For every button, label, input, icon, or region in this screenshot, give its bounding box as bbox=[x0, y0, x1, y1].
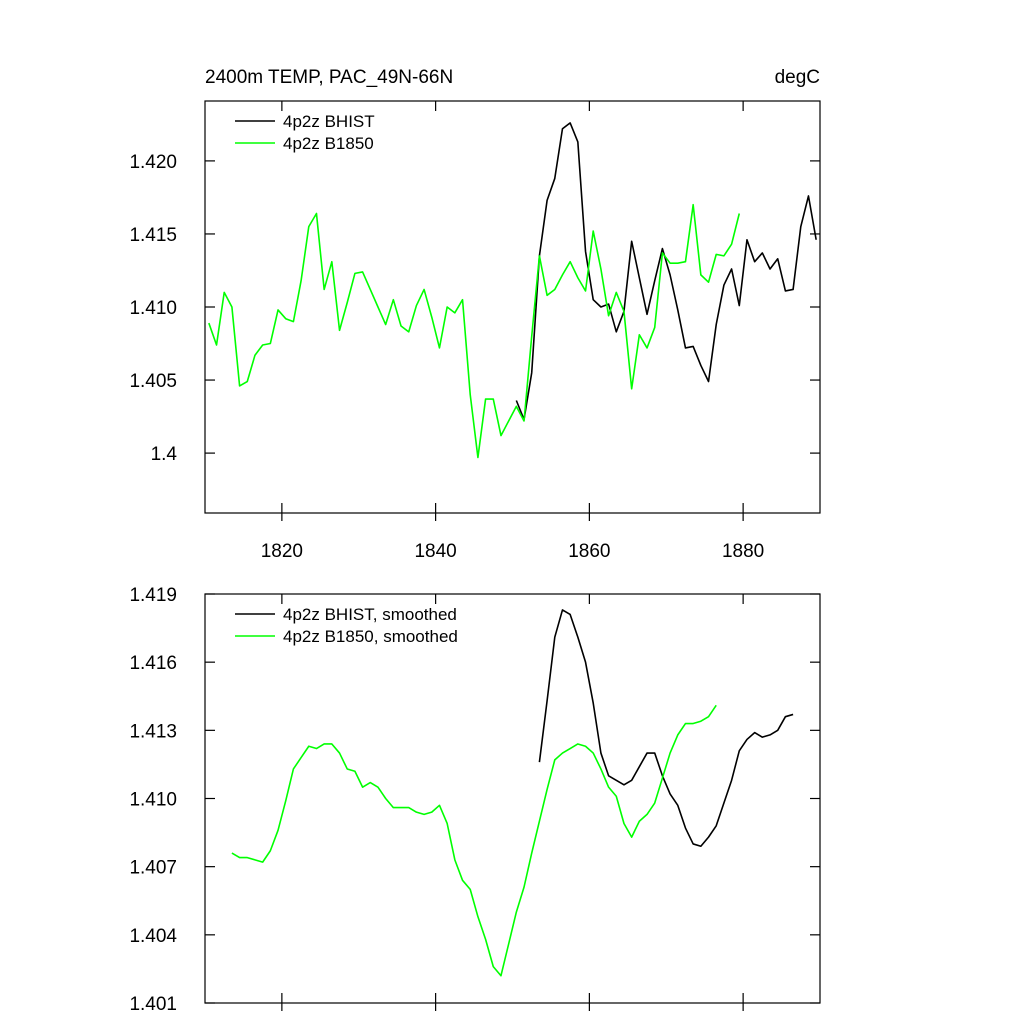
y-tick-label: 1.420 bbox=[129, 152, 177, 173]
y-tick-label: 1.415 bbox=[129, 225, 177, 246]
x-tick-label: 1840 bbox=[414, 541, 456, 562]
legend-label: 4p2z BHIST, smoothed bbox=[283, 605, 457, 624]
y-tick-label: 1.419 bbox=[129, 585, 177, 606]
y-tick-label: 1.413 bbox=[129, 721, 177, 742]
legend-label: 4p2z B1850 bbox=[283, 134, 374, 153]
plot-frame bbox=[204, 593, 821, 1004]
x-tick-label: 1860 bbox=[568, 541, 610, 562]
legend-label: 4p2z BHIST bbox=[283, 112, 375, 131]
x-tick-label: 1880 bbox=[722, 541, 764, 562]
y-tick-label: 1.405 bbox=[129, 371, 177, 392]
series-line bbox=[538, 609, 794, 848]
x-tick-label: 1820 bbox=[261, 541, 303, 562]
y-tick-label: 1.404 bbox=[129, 926, 177, 947]
series-line bbox=[515, 122, 817, 421]
y-tick-label: 1.407 bbox=[129, 858, 177, 879]
plot-frame bbox=[204, 100, 821, 514]
y-tick-label: 1.4 bbox=[151, 444, 178, 465]
y-tick-label: 1.410 bbox=[129, 790, 177, 811]
chart-title: 2400m TEMP, PAC_49N-66N bbox=[205, 67, 453, 88]
units-label: degC bbox=[775, 67, 820, 88]
series-line bbox=[208, 203, 741, 459]
y-tick-label: 1.416 bbox=[129, 653, 177, 674]
series-line bbox=[231, 704, 717, 977]
y-tick-label: 1.410 bbox=[129, 298, 177, 319]
y-tick-label: 1.401 bbox=[129, 994, 177, 1015]
legend-label: 4p2z B1850, smoothed bbox=[283, 627, 458, 646]
